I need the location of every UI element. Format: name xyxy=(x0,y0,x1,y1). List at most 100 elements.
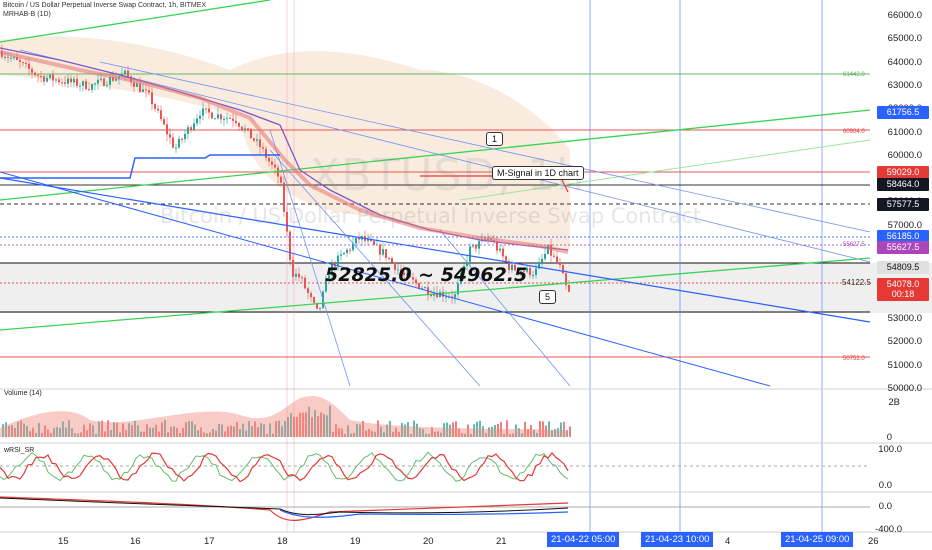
volume-bar xyxy=(569,426,571,437)
candle-body xyxy=(145,89,147,91)
volume-bar xyxy=(548,421,550,437)
candle-body xyxy=(13,57,15,59)
volume-bar xyxy=(461,432,463,437)
candle-body xyxy=(31,68,33,73)
candle-body xyxy=(58,79,60,83)
candle-body xyxy=(412,277,414,280)
time-label: 19 xyxy=(350,536,361,547)
range-annotation[interactable]: 52825.0 ~ 54962.5 xyxy=(325,264,528,286)
volume-bar xyxy=(326,415,328,437)
volume-bar xyxy=(533,429,535,437)
candle-body xyxy=(496,241,498,251)
wave-marker-5[interactable]: 5 xyxy=(539,290,557,304)
volume-bar xyxy=(320,412,322,437)
volume-bar xyxy=(305,412,307,437)
volume-bar xyxy=(521,433,523,437)
volume-bar xyxy=(422,428,424,437)
candle-body xyxy=(508,261,510,271)
volume-bar xyxy=(161,422,163,437)
candle-body xyxy=(217,114,219,119)
candle-body xyxy=(133,82,135,87)
candle-body xyxy=(430,294,432,296)
level-label: 60904.0 xyxy=(843,129,865,135)
candle-body xyxy=(556,256,558,263)
level-label: 50752.0 xyxy=(843,356,865,362)
volume-bar xyxy=(260,423,262,437)
volume-axis-label: 2B xyxy=(888,397,900,408)
volume-bar xyxy=(140,431,142,437)
candle-body xyxy=(139,83,141,92)
time-marker-box[interactable]: 21-04-23 10:00 xyxy=(641,532,714,547)
candle-body xyxy=(34,72,36,76)
volume-bar xyxy=(551,430,553,437)
candle-body xyxy=(517,270,519,273)
volume-bar xyxy=(401,422,403,437)
price-tick-label: 64000.0 xyxy=(887,56,922,68)
candle-body xyxy=(241,126,243,130)
candle-body xyxy=(562,265,564,274)
osc-axis-label: -400.0 xyxy=(875,524,902,535)
rsi-pane-title: wRSI_SR xyxy=(4,447,35,454)
volume-bar xyxy=(218,423,220,437)
candle-body xyxy=(43,76,45,82)
candle-body xyxy=(181,138,183,140)
candle-body xyxy=(442,291,444,297)
candle-body xyxy=(244,128,246,130)
volume-bar xyxy=(197,430,199,437)
signal-callout[interactable]: M-Signal in 1D chart xyxy=(492,166,584,180)
volume-bar xyxy=(170,426,172,437)
volume-bar xyxy=(347,425,349,437)
volume-bar xyxy=(302,412,304,437)
volume-bar xyxy=(389,420,391,437)
volume-bar xyxy=(74,433,76,437)
trend-line xyxy=(99,61,871,233)
volume-bar xyxy=(80,432,82,437)
time-marker-box[interactable]: 21-04-25 09:00 xyxy=(781,532,854,547)
volume-bar xyxy=(17,421,19,437)
time-label: 17 xyxy=(204,536,215,547)
volume-bar xyxy=(233,426,235,437)
candle-body xyxy=(421,288,423,290)
volume-bar xyxy=(458,428,460,437)
volume-bar xyxy=(473,424,475,437)
candle-body xyxy=(55,79,57,81)
candle-body xyxy=(106,84,108,86)
candle-body xyxy=(535,268,537,276)
volume-bar xyxy=(203,432,205,437)
volume-bar xyxy=(437,431,439,437)
candle-body xyxy=(391,258,393,263)
candle-body xyxy=(445,296,447,298)
time-marker-box[interactable]: 21-04-22 05:00 xyxy=(547,532,620,547)
volume-bar xyxy=(383,432,385,437)
candle-body xyxy=(193,123,195,130)
wave-marker-1[interactable]: 1 xyxy=(486,132,504,146)
volume-bar xyxy=(332,431,334,437)
volume-bar xyxy=(191,421,193,437)
candle-body xyxy=(94,83,96,85)
volume-bar xyxy=(59,427,61,437)
candle-body xyxy=(172,137,174,148)
volume-bar xyxy=(290,412,292,437)
volume-bar xyxy=(194,424,196,437)
candle-body xyxy=(4,56,6,58)
candle-body xyxy=(196,118,198,124)
trend-line xyxy=(439,229,571,387)
candle-body xyxy=(292,259,294,277)
volume-bar xyxy=(206,433,208,437)
volume-bar xyxy=(215,430,217,437)
volume-bar xyxy=(164,420,166,437)
candle-body xyxy=(331,263,333,276)
volume-bar xyxy=(71,428,73,437)
candle-body xyxy=(271,161,273,165)
volume-bar xyxy=(62,421,64,437)
candle-body xyxy=(388,257,390,259)
volume-bar xyxy=(137,425,139,437)
volume-bar xyxy=(113,422,115,437)
candle-body xyxy=(277,167,279,177)
volume-bar xyxy=(560,422,562,437)
candle-body xyxy=(223,118,225,120)
trend-line xyxy=(19,49,871,263)
volume-bar xyxy=(53,427,55,437)
